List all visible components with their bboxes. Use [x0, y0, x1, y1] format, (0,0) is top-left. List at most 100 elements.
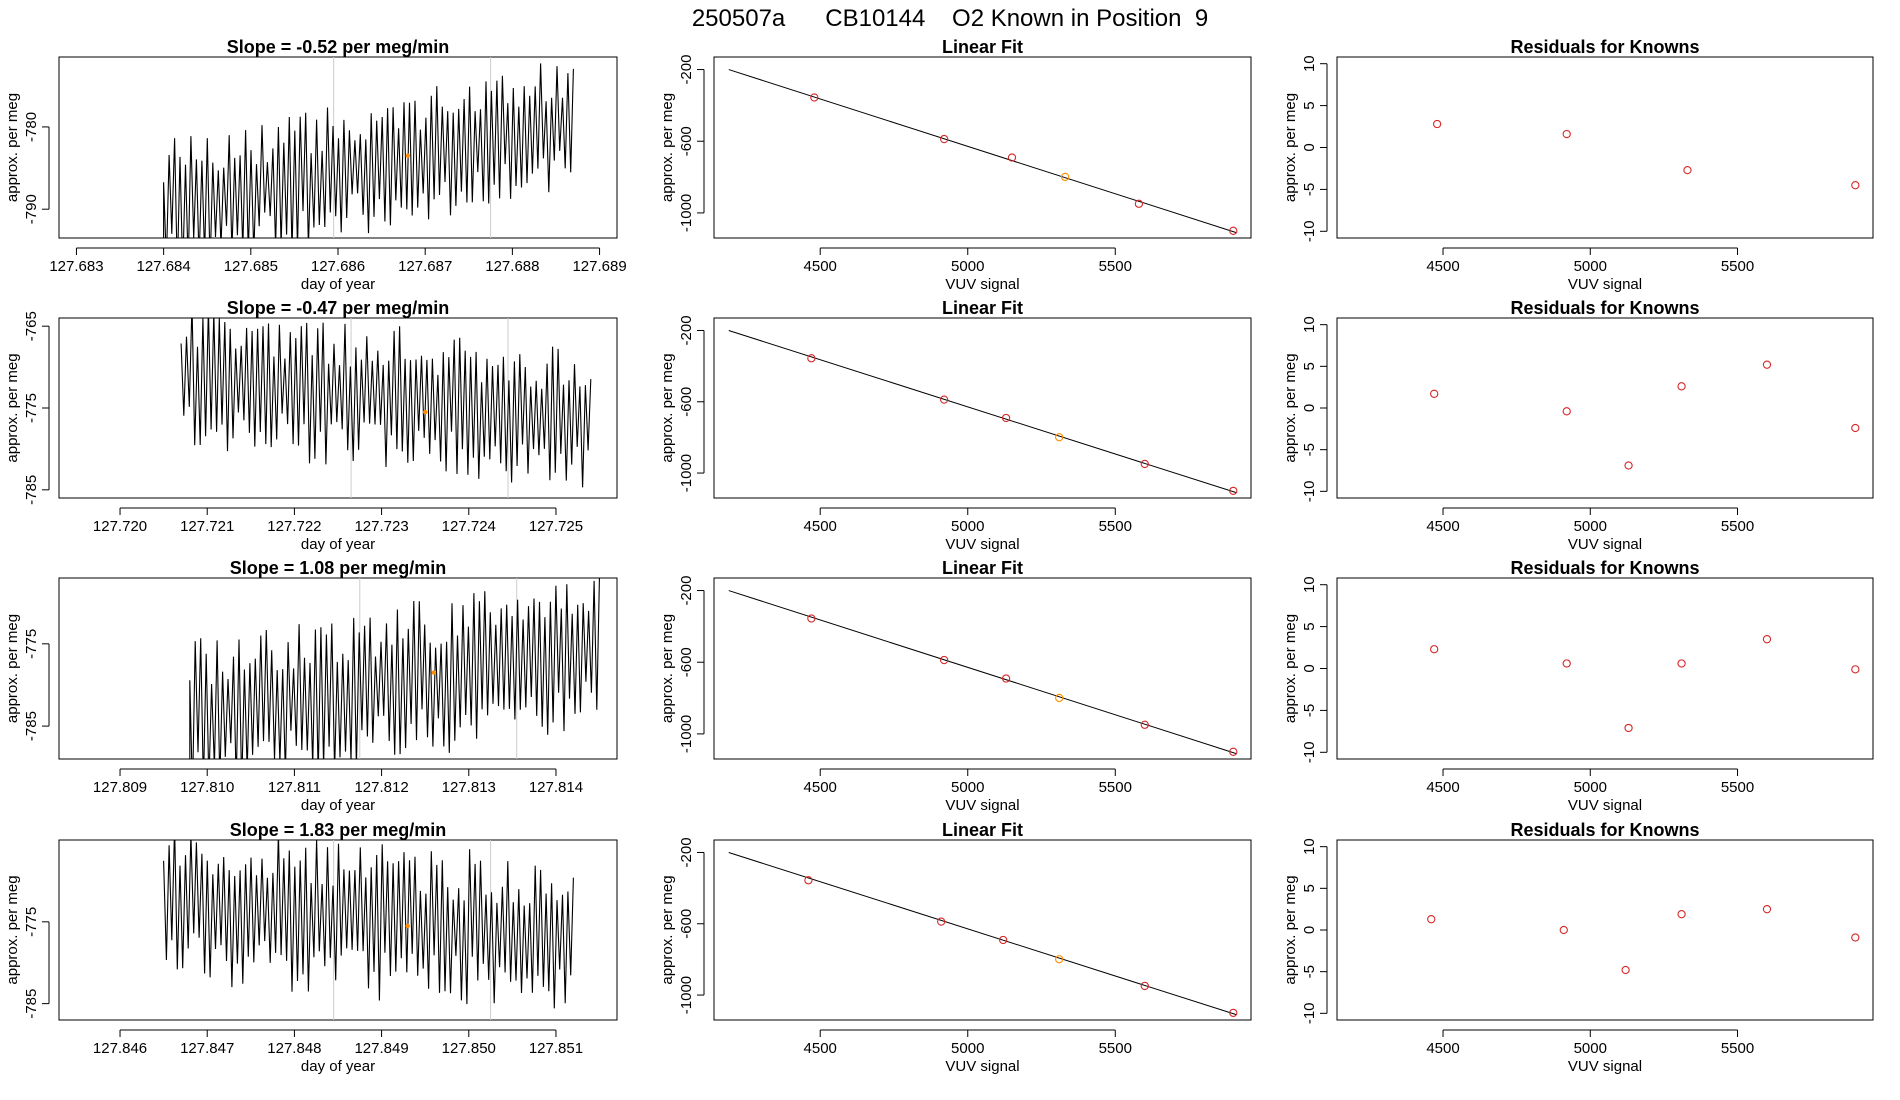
known-point: [1851, 933, 1860, 942]
known-point: [1229, 486, 1238, 496]
x-axis-label: VUV signal: [945, 1058, 1019, 1075]
x-axis: 4500 5000 5500 VUV signal: [804, 247, 1132, 293]
x-tick-label: 127.723: [354, 518, 408, 535]
mean-marker: [431, 670, 437, 675]
residuals-panel-row-3: Residuals for Knowns 4500 5000 5500 VUV sign…: [1282, 558, 1874, 814]
y-axis: 10 5 0 -5 -10 approx. per meg: [1282, 576, 1328, 763]
plot-data: [59, 578, 600, 759]
known-point: [1851, 423, 1860, 433]
plot-data: [163, 840, 574, 1020]
plot-data: [1427, 905, 1860, 975]
plot-frame: [713, 839, 1252, 1021]
y-tick-label: -780: [23, 112, 40, 142]
y-tick-label: 0: [1301, 926, 1318, 934]
y-tick-label: -5: [1301, 183, 1318, 196]
x-axis-label: VUV signal: [945, 276, 1019, 293]
y-tick-label: -775: [23, 907, 40, 937]
x-tick-label: 4500: [1426, 1040, 1459, 1057]
per-meg-trace: [163, 840, 574, 1009]
plot-frame: [1336, 317, 1874, 499]
plot-data: [728, 851, 1238, 1018]
plot-frame: [58, 317, 618, 499]
y-axis-label: approx. per meg: [659, 353, 676, 462]
known-point: [939, 134, 949, 144]
panel-title: Linear Fit: [942, 37, 1023, 57]
y-axis-label: approx. per meg: [1282, 353, 1299, 462]
panel-title: Residuals for Knowns: [1510, 820, 1699, 840]
x-tick-label: 5500: [1721, 518, 1754, 535]
x-tick-label: 5000: [951, 258, 984, 275]
per-meg-trace: [59, 578, 600, 759]
sample-point: [1060, 172, 1070, 182]
plot-data: [728, 590, 1238, 756]
plot-data: [728, 329, 1238, 496]
y-tick-label: 5: [1301, 884, 1318, 892]
x-tick-label: 127.814: [529, 779, 583, 796]
known-point: [1134, 199, 1144, 208]
x-tick-label: 5500: [1099, 258, 1132, 275]
y-tick-label: -1000: [678, 454, 695, 492]
known-point: [1624, 461, 1633, 470]
x-tick-label: 127.812: [354, 779, 408, 796]
x-axis-label: day of year: [301, 797, 375, 814]
x-tick-label: 127.720: [93, 518, 147, 535]
y-axis-label: approx. per meg: [659, 93, 676, 202]
y-axis: 10 5 0 -5 -10 approx. per meg: [1282, 316, 1328, 502]
figure-title: 250507a CB10144 O2 Known in Position 9: [692, 5, 1208, 32]
linear_fit-panel-row-4: Linear Fit 4500 5000 5500 VUV signal -200 -600…: [659, 820, 1252, 1075]
y-axis-label: approx. per meg: [659, 614, 676, 723]
y-tick-label: -600: [678, 126, 695, 156]
y-tick-label: -790: [23, 194, 40, 224]
known-point: [1683, 165, 1692, 175]
x-tick-label: 5000: [951, 779, 984, 796]
x-axis-label: day of year: [301, 276, 375, 293]
x-tick-label: 127.684: [137, 258, 191, 275]
y-tick-label: 5: [1301, 622, 1318, 630]
y-tick-label: 5: [1301, 362, 1318, 370]
known-point: [1140, 459, 1149, 469]
x-tick-label: 5500: [1099, 1040, 1132, 1057]
y-tick-label: 5: [1301, 101, 1318, 109]
y-tick-label: -5: [1301, 704, 1318, 717]
y-tick-label: 10: [1301, 838, 1318, 855]
known-point: [804, 876, 813, 885]
x-tick-label: 5000: [951, 518, 984, 535]
y-tick-label: -600: [678, 909, 695, 939]
x-tick-label: 127.689: [572, 258, 626, 275]
plot-data: [1430, 360, 1860, 470]
x-tick-label: 127.846: [93, 1040, 147, 1057]
known-point: [1229, 747, 1238, 756]
y-tick-label: -200: [678, 315, 695, 345]
x-axis: 4500 5000 5500 VUV signal: [804, 1029, 1132, 1075]
mean-marker: [405, 923, 410, 929]
x-axis: 127.720 127.721 127.722 127.723 127.724 127.7…: [93, 507, 583, 553]
known-point: [1677, 659, 1686, 668]
x-tick-label: 4500: [1426, 518, 1459, 535]
known-point: [1562, 659, 1571, 668]
y-tick-label: -10: [1301, 741, 1318, 763]
per-meg-trace: [180, 318, 592, 488]
linear_fit-panel-row-1: Linear Fit 4500 5000 5500 VUV signal -200 -600…: [659, 37, 1252, 293]
plot-frame: [713, 56, 1252, 239]
known-point: [807, 614, 816, 623]
panel-title: Slope = -0.52 per meg/min: [227, 37, 450, 57]
x-tick-label: 5500: [1099, 518, 1132, 535]
x-axis: 4500 5000 5500 VUV signal: [1426, 507, 1754, 553]
known-point: [1427, 915, 1436, 924]
y-tick-label: -775: [23, 629, 40, 659]
y-tick-label: -5: [1301, 443, 1318, 456]
panel-title: Residuals for Knowns: [1510, 558, 1699, 578]
y-tick-label: 10: [1301, 576, 1318, 593]
x-axis: 4500 5000 5500 VUV signal: [1426, 1029, 1754, 1075]
y-tick-label: -10: [1301, 480, 1318, 502]
panel-title: Linear Fit: [942, 558, 1023, 578]
x-tick-label: 4500: [804, 1040, 837, 1057]
y-axis-label: approx. per meg: [4, 93, 21, 202]
known-point: [1677, 382, 1686, 391]
known-point: [1430, 645, 1439, 654]
x-tick-label: 5000: [1574, 258, 1607, 275]
